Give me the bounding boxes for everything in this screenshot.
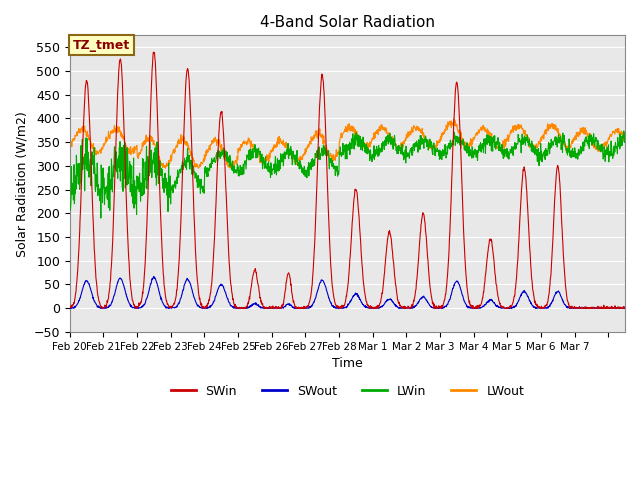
Legend: SWin, SWout, LWin, LWout: SWin, SWout, LWin, LWout — [166, 380, 529, 403]
X-axis label: Time: Time — [332, 357, 363, 370]
Title: 4-Band Solar Radiation: 4-Band Solar Radiation — [260, 15, 435, 30]
Text: TZ_tmet: TZ_tmet — [72, 39, 130, 52]
Y-axis label: Solar Radiation (W/m2): Solar Radiation (W/m2) — [15, 111, 28, 256]
